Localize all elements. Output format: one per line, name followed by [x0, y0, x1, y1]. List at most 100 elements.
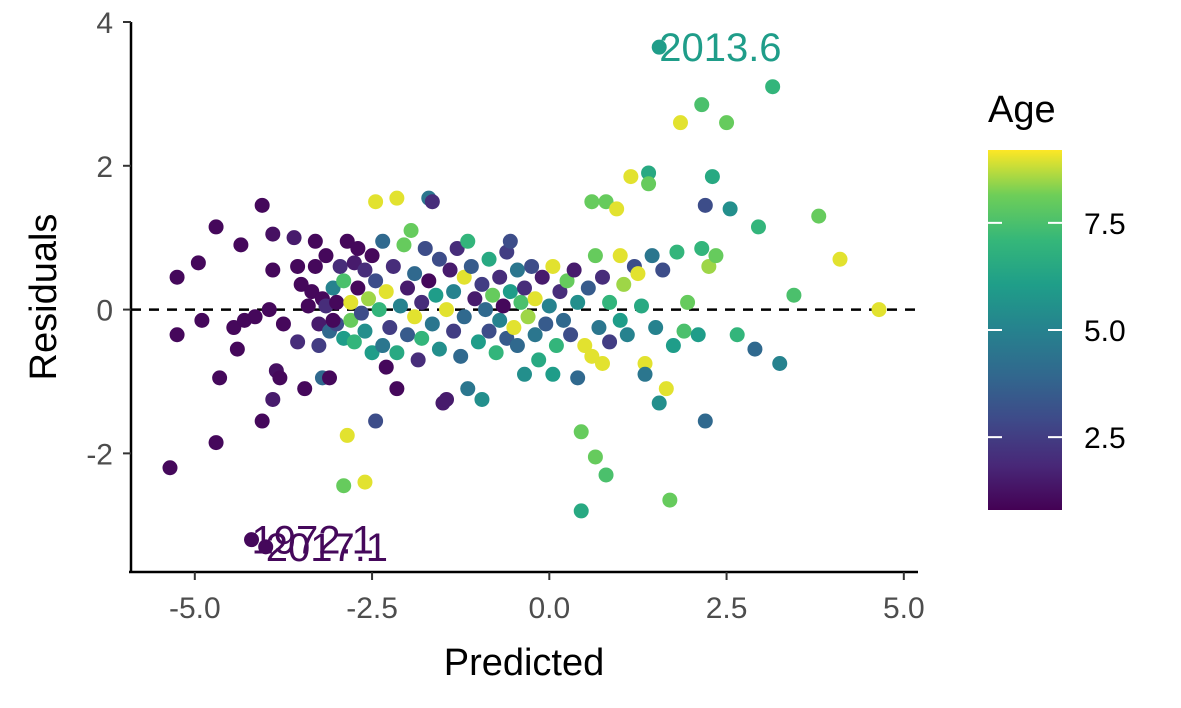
data-point-191	[765, 79, 781, 95]
data-point-77	[417, 240, 433, 256]
data-point-136	[570, 370, 586, 386]
data-point-18	[265, 391, 281, 407]
data-point-39	[329, 294, 345, 310]
data-point-158	[623, 169, 639, 185]
data-point-16	[265, 226, 281, 242]
data-point-197	[339, 427, 355, 443]
data-point-165	[641, 176, 657, 192]
data-point-120	[520, 309, 536, 325]
data-point-68	[396, 237, 412, 253]
data-point-73	[407, 309, 423, 325]
data-point-109	[495, 298, 511, 314]
data-point-24	[290, 334, 306, 350]
data-point-204	[325, 312, 341, 328]
data-point-142	[584, 194, 600, 210]
legend-tick-label-1: 5.0	[1084, 315, 1126, 348]
data-point-143	[584, 348, 600, 364]
data-point-148	[594, 356, 610, 372]
data-point-141	[580, 280, 596, 296]
data-point-58	[368, 194, 384, 210]
data-point-139	[573, 503, 589, 519]
data-point-7	[212, 370, 228, 386]
data-point-147	[594, 269, 610, 285]
data-point-125	[534, 269, 550, 285]
data-point-174	[669, 244, 685, 260]
data-point-145	[587, 449, 603, 465]
data-point-95	[460, 233, 476, 249]
data-point-179	[694, 97, 710, 113]
data-point-89	[446, 284, 462, 300]
data-point-72	[407, 266, 423, 282]
data-point-81	[424, 316, 440, 332]
data-point-173	[665, 338, 681, 354]
data-point-118	[517, 280, 532, 296]
data-point-178	[690, 327, 706, 343]
data-point-108	[492, 312, 508, 328]
data-point-157	[619, 327, 635, 343]
y-tick-label-1: 0	[96, 295, 113, 328]
data-point-71	[403, 222, 419, 238]
data-point-93	[456, 269, 472, 285]
data-point-103	[481, 251, 497, 267]
data-point-8	[226, 320, 242, 336]
data-point-129	[545, 366, 561, 382]
data-point-195	[832, 251, 848, 267]
data-point-196	[871, 302, 887, 318]
data-point-17	[265, 262, 281, 278]
data-point-49	[350, 240, 366, 256]
data-point-91	[449, 240, 465, 256]
data-point-9	[229, 341, 245, 357]
data-point-134	[563, 327, 579, 343]
data-point-0	[162, 460, 178, 476]
data-point-181	[697, 197, 713, 213]
data-point-54	[361, 291, 377, 307]
data-point-149	[598, 194, 614, 210]
data-point-168	[651, 395, 667, 411]
data-point-104	[481, 323, 497, 339]
data-point-126	[538, 316, 554, 332]
data-point-46	[343, 312, 359, 328]
data-point-171	[658, 381, 674, 397]
data-point-60	[375, 233, 391, 249]
data-point-166	[644, 248, 660, 264]
data-point-87	[439, 391, 455, 407]
data-point-122	[527, 291, 543, 307]
data-point-201	[378, 359, 394, 375]
data-point-138	[573, 424, 589, 440]
data-point-101	[474, 391, 490, 407]
y-axis-title: Residuals	[23, 214, 65, 381]
data-point-182	[697, 413, 713, 429]
data-point-102	[478, 302, 494, 318]
data-point-155	[612, 312, 628, 328]
data-point-187	[722, 201, 738, 217]
data-point-2	[169, 327, 185, 343]
data-point-170	[655, 262, 671, 278]
data-point-74	[410, 352, 426, 368]
data-point-99	[470, 334, 486, 350]
x-tick-label-1: -2.5	[346, 592, 398, 625]
data-point-203	[322, 370, 338, 386]
x-tick-label-2: 0.0	[528, 592, 570, 625]
data-point-25	[293, 276, 309, 292]
data-point-107	[492, 269, 508, 285]
data-point-21	[275, 316, 291, 332]
data-point-140	[577, 338, 593, 354]
legend-ticks: 2.5 5.0 7.5	[988, 208, 1126, 455]
data-point-42	[336, 273, 352, 289]
data-point-144	[587, 248, 603, 264]
data-point-6	[208, 435, 224, 451]
data-point-97	[463, 258, 479, 274]
data-point-75	[414, 294, 430, 310]
data-point-156	[616, 276, 632, 292]
x-axis-title: Predicted	[444, 642, 605, 684]
data-point-5	[208, 219, 224, 235]
data-point-10	[233, 237, 249, 253]
data-point-192	[772, 356, 788, 372]
data-point-189	[747, 341, 763, 357]
x-tick-label-3: 2.5	[706, 592, 748, 625]
data-point-186	[719, 115, 735, 131]
data-point-128	[545, 258, 561, 274]
data-point-45	[343, 294, 359, 310]
